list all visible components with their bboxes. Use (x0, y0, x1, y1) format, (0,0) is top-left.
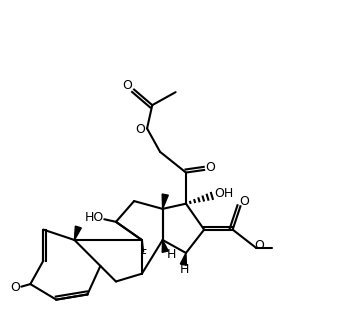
Text: F: F (140, 248, 147, 261)
Text: O: O (206, 161, 216, 174)
Text: O: O (254, 239, 264, 252)
Text: H: H (180, 263, 189, 276)
Text: O: O (239, 195, 249, 208)
Text: O: O (123, 79, 133, 92)
Polygon shape (162, 240, 168, 252)
Polygon shape (180, 253, 186, 265)
Text: H: H (167, 248, 176, 261)
Text: HO: HO (84, 211, 103, 225)
Polygon shape (74, 226, 81, 240)
Text: O: O (10, 281, 20, 294)
Polygon shape (162, 194, 168, 209)
Text: OH: OH (214, 187, 233, 200)
Text: O: O (135, 123, 145, 136)
